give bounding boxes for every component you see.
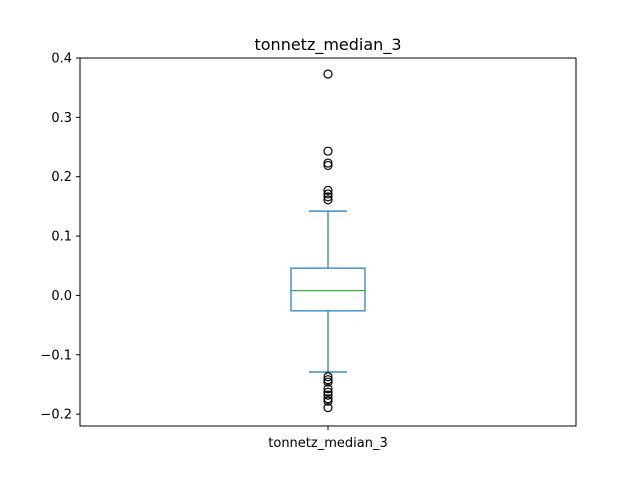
y-axis: −0.2 −0.1 0.0 0.1 0.2 0.3 0.4 xyxy=(40,52,80,423)
outlier-point xyxy=(323,158,333,168)
outlier-point xyxy=(323,185,333,195)
chart-title: tonnetz_median_3 xyxy=(254,35,401,55)
outlier-point xyxy=(323,160,333,171)
outlier-point xyxy=(323,146,333,156)
outlier-point xyxy=(323,394,333,404)
x-axis: tonnetz_median_3 xyxy=(268,426,388,451)
outlier-point xyxy=(323,384,333,394)
outlier-point xyxy=(323,69,333,79)
outlier-point xyxy=(323,387,333,397)
outliers xyxy=(323,69,333,413)
outlier-point xyxy=(323,377,333,387)
y-tick-label: 0.4 xyxy=(51,52,72,67)
outlier-point xyxy=(323,375,333,385)
x-tick-label: tonnetz_median_3 xyxy=(268,436,387,451)
y-tick-label: 0.2 xyxy=(51,170,72,185)
y-tick-label: 0.0 xyxy=(51,289,72,304)
outlier-point xyxy=(323,372,333,382)
outlier-point xyxy=(323,192,333,202)
y-tick-label: −0.2 xyxy=(40,408,72,423)
boxplot xyxy=(290,210,366,373)
iqr-box xyxy=(290,267,366,312)
plot-frame xyxy=(79,57,577,427)
y-tick-label: 0.1 xyxy=(51,230,72,245)
outlier-point xyxy=(323,403,333,413)
outlier-point xyxy=(323,396,333,406)
outlier-point xyxy=(323,189,333,199)
y-tick-label: −0.1 xyxy=(40,348,72,363)
outlier-point xyxy=(323,390,333,400)
outlier-point xyxy=(323,195,333,205)
y-tick-label: 0.3 xyxy=(51,111,72,126)
